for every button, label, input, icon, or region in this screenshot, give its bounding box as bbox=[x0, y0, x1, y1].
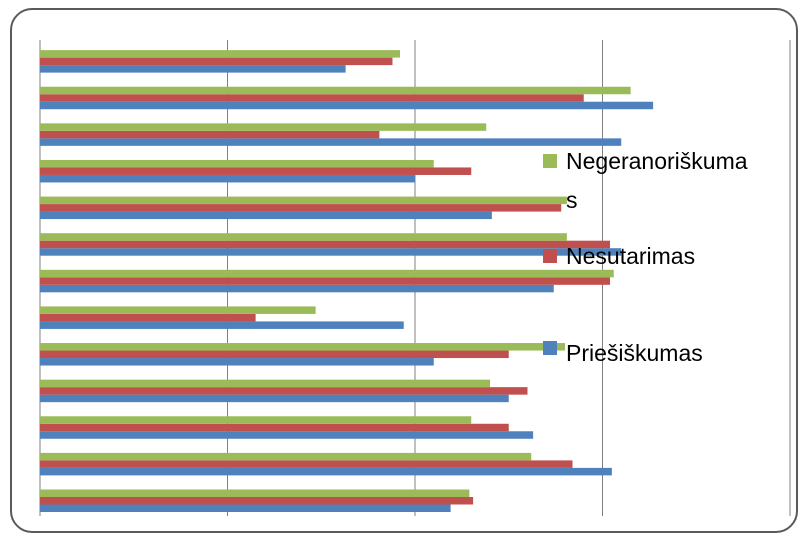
bar-series-0-category-12 bbox=[40, 65, 346, 73]
legend-swatch-prieskumas bbox=[543, 341, 557, 355]
bar-series-1-category-12 bbox=[40, 57, 393, 66]
bar-series-1-category-1 bbox=[40, 460, 573, 468]
bar-series-1-category-2 bbox=[40, 423, 509, 432]
bar-series-2-category-9 bbox=[40, 159, 434, 168]
bar-series-1-category-6 bbox=[40, 277, 610, 285]
bar-series-1-category-9 bbox=[40, 167, 472, 175]
bar-series-2-category-2 bbox=[40, 416, 472, 424]
bar-series-2-category-3 bbox=[40, 379, 490, 388]
bar-series-0-category-3 bbox=[40, 394, 509, 403]
bar-series-1-category-0 bbox=[40, 497, 474, 505]
legend-label-negeranoriskumas-line1: Negeranoriškuma bbox=[566, 148, 748, 174]
legend-label-nesutarimas: Nesutarimas bbox=[566, 243, 695, 269]
bar-series-1-category-3 bbox=[40, 387, 528, 395]
bar-series-2-category-6 bbox=[40, 269, 614, 278]
bar-series-0-category-10 bbox=[40, 138, 622, 146]
legend-label-negeranoriskumas-line2: s bbox=[566, 187, 578, 213]
bar-series-0-category-6 bbox=[40, 284, 554, 293]
bar-series-1-category-10 bbox=[40, 130, 380, 139]
bar-series-1-category-4 bbox=[40, 350, 509, 359]
bar-series-0-category-1 bbox=[40, 467, 612, 476]
bar-series-0-category-0 bbox=[40, 504, 451, 512]
bar-series-2-category-7 bbox=[40, 233, 567, 241]
bar-series-2-category-11 bbox=[40, 86, 631, 95]
legend-label-prieskumas: Priešiškumas bbox=[566, 340, 703, 366]
bar-series-1-category-8 bbox=[40, 204, 562, 212]
bar-series-1-category-7 bbox=[40, 240, 610, 249]
legend-swatch-nesutarimas bbox=[543, 249, 557, 263]
bar-series-2-category-0 bbox=[40, 489, 470, 497]
bar-series-0-category-11 bbox=[40, 101, 654, 110]
bar-series-0-category-2 bbox=[40, 431, 534, 439]
bar-series-2-category-8 bbox=[40, 196, 567, 205]
bars bbox=[40, 50, 654, 512]
legend: Negeranoriškuma s Nesutarimas Priešiškum… bbox=[543, 148, 748, 366]
bar-series-0-category-9 bbox=[40, 174, 415, 183]
bar-series-2-category-1 bbox=[40, 452, 532, 461]
bar-series-1-category-5 bbox=[40, 313, 256, 322]
bar-series-0-category-5 bbox=[40, 321, 404, 329]
bar-series-0-category-4 bbox=[40, 358, 434, 366]
bar-series-2-category-4 bbox=[40, 343, 565, 351]
bar-series-1-category-11 bbox=[40, 94, 584, 102]
bar-series-2-category-10 bbox=[40, 123, 487, 131]
legend-swatch-negeranoriskumas bbox=[543, 154, 557, 168]
bar-series-2-category-12 bbox=[40, 50, 400, 58]
bar-series-2-category-5 bbox=[40, 306, 316, 314]
bar-series-0-category-7 bbox=[40, 248, 622, 256]
bar-series-0-category-8 bbox=[40, 211, 492, 220]
